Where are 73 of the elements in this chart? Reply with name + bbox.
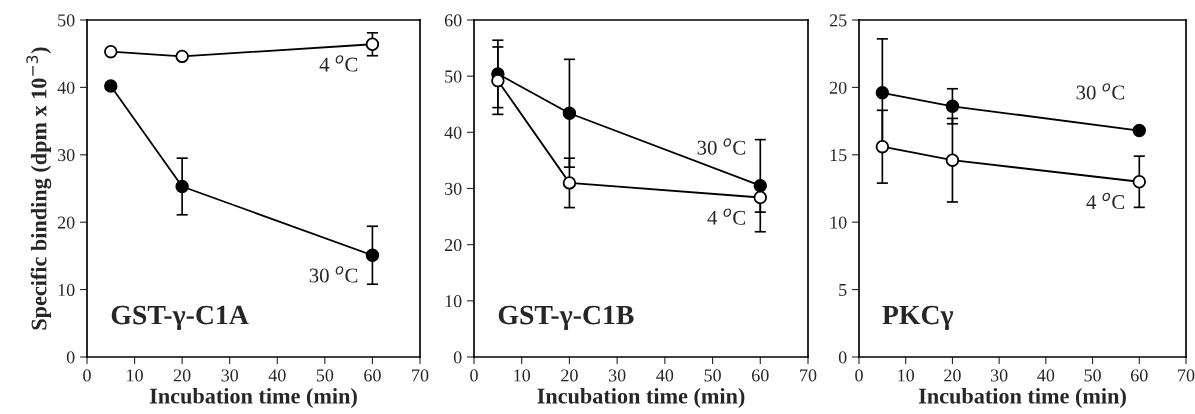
x-axis-title: Incubation time (min) [918,387,1126,409]
x-tick-label: 10 [127,369,143,382]
y-tick-label: 0 [66,351,75,364]
x-axis-title: Incubation time (min) [537,387,745,409]
y-tick-label: 25 [829,14,847,27]
point [875,139,890,154]
point [104,44,118,59]
x-tick-label: 70 [800,369,817,382]
point [175,179,189,194]
series-label: 4 $^{o}$C [1086,192,1125,210]
x-tick-label: 40 [656,369,674,382]
series-label: 30 $^{o}$C [309,266,358,283]
x-tick-label: 10 [514,369,531,382]
point [945,153,960,167]
point [945,99,960,113]
y-tick-label: 0 [838,351,847,364]
series-label: 30 $^{o}$C [1076,83,1125,100]
y-tick-label: 0 [453,351,462,364]
y-tick-label: 40 [444,126,462,139]
x-tick-label: 30 [608,369,626,382]
x-tick-label: 20 [561,369,578,382]
x-tick-label: 50 [704,369,721,382]
point [1132,175,1147,189]
y-tick-label: 10 [58,283,75,297]
y-tick-label: 40 [57,81,75,94]
x-tick-label: 70 [412,369,429,382]
x-tick-label: 30 [990,369,1008,382]
x-tick-label: 70 [1178,369,1195,382]
x-tick-label: 20 [173,369,191,382]
x-tick-label: 30 [221,369,239,382]
y-tick-label: 20 [829,81,847,94]
annotation: GST-γ-C1A [111,305,249,331]
x-tick-label: 60 [364,369,381,382]
point [365,37,380,51]
annotation: GST-γ-C1B [498,305,634,331]
point [104,79,118,93]
annotation: PKCγ [882,305,954,331]
x-tick-label: 0 [83,369,91,382]
y-tick-label: 5 [839,284,847,297]
point [562,106,577,120]
x-tick-label: 20 [944,369,961,382]
x-tick-label: 40 [268,369,286,382]
point [753,190,768,205]
y-tick-label: 15 [830,149,847,162]
point [875,86,890,100]
point [562,176,577,190]
x-tick-label: 0 [855,369,863,382]
y-tick-label: 50 [58,14,75,27]
point [491,73,505,88]
y-tick-label: 60 [444,14,462,27]
point [175,49,189,64]
point [753,178,768,193]
x-tick-label: 60 [752,369,769,382]
y-tick-label: 10 [830,216,847,229]
x-tick-label: 10 [898,369,915,382]
y-tick-label: 20 [57,216,75,229]
series-label: 4 $^{o}$C [707,208,746,225]
x-axis-title: Incubation time (min) [149,387,357,409]
x-tick-label: 0 [470,369,478,382]
series-label: 30 $^{o}$C [697,138,746,155]
series-label: 4 $^{o}$C [319,55,358,72]
x-tick-label: 60 [1131,369,1148,382]
point [365,248,380,262]
y-tick-label: 50 [445,70,462,83]
y-tick-label: 20 [444,238,462,252]
x-tick-label: 50 [1084,369,1101,382]
y-tick-label: 30 [445,182,462,195]
x-tick-label: 40 [1037,369,1055,382]
x-tick-label: 50 [316,369,334,382]
y-axis-title: Specific binding (dpm x 10$^{−3}$) [26,47,52,330]
y-tick-label: 30 [58,149,75,162]
y-tick-label: 10 [445,295,462,308]
point [1132,123,1147,138]
